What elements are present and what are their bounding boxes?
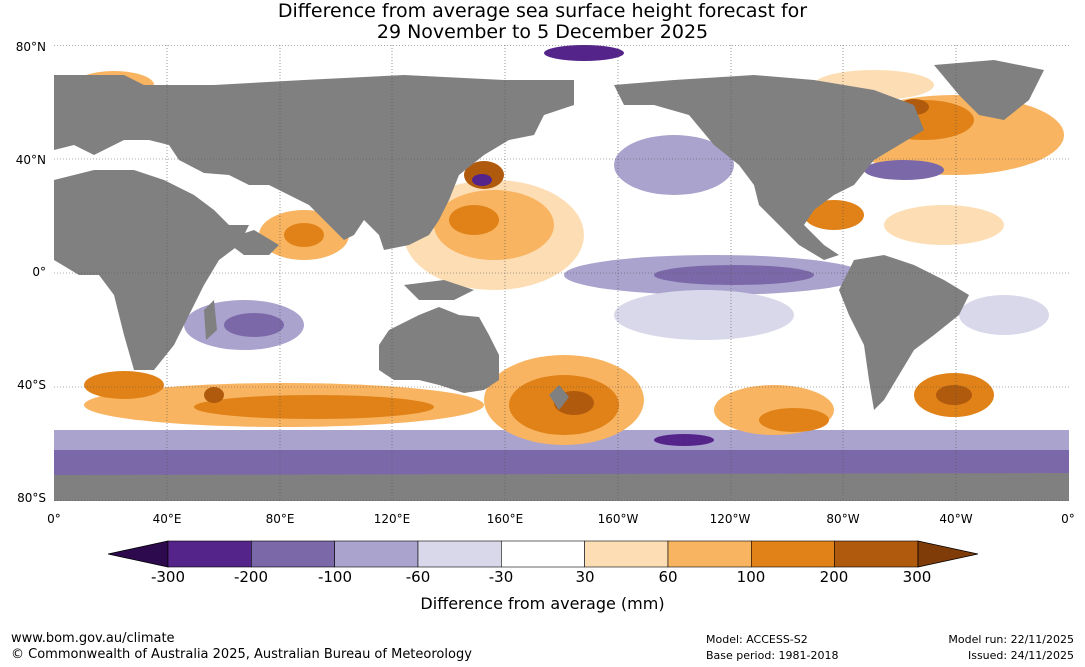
colorbar-segment — [334, 540, 419, 568]
colorbar-tick-60: 60 — [658, 568, 678, 586]
colorbar-segment — [501, 540, 585, 568]
kuroshio-negative-eddy — [472, 174, 492, 186]
colorbar-segment — [251, 540, 335, 568]
colorbar-tick-neg100: -100 — [317, 568, 353, 586]
colorbar-segment — [667, 540, 752, 568]
west-pacific-core — [449, 205, 499, 235]
africa — [54, 170, 249, 370]
lon-label-40w: 40°W — [939, 512, 973, 526]
chart-title-line1: Difference from average sea surface heig… — [277, 0, 808, 22]
colorbar-segment — [584, 540, 669, 568]
lon-label-80w: 80°W — [826, 512, 860, 526]
lon-label-80e: 80°E — [265, 512, 295, 526]
footer-copyright: © Commonwealth of Australia 2025, Austra… — [11, 647, 472, 662]
lon-label-120e: 120°E — [373, 512, 411, 526]
north-america — [614, 75, 924, 260]
colorbar-extend-high — [917, 540, 978, 568]
south-atlantic-weak-negative — [959, 295, 1049, 335]
colorbar-extend-low — [108, 540, 169, 568]
positive-core-south-africa — [204, 387, 224, 403]
eurasia — [54, 75, 574, 250]
footer-website: www.bom.gov.au/climate — [11, 631, 175, 646]
colorbar-label: Difference from average (mm) — [420, 594, 665, 613]
colorbar-tick-neg30: -30 — [488, 568, 514, 586]
arctic-negative — [544, 45, 624, 61]
south-equatorial-pacific-weak-negative — [614, 290, 794, 340]
new-zealand — [549, 385, 569, 410]
footer-model: Model: ACCESS-S2 — [706, 633, 808, 646]
colorbar-tick-30: 30 — [575, 568, 595, 586]
footer-issued: Issued: 24/11/2025 — [967, 649, 1074, 662]
north-pacific-negative — [614, 135, 734, 195]
south-america — [839, 255, 969, 410]
colorbar-tick-neg300: -300 — [150, 568, 186, 586]
colorbar-segment — [167, 540, 252, 568]
colorbar-tick-200: 200 — [819, 568, 849, 586]
colorbar-segment — [417, 540, 502, 568]
lon-label-40e: 40°E — [152, 512, 182, 526]
indian-ocean-negative-core — [224, 313, 284, 337]
colorbar-tick-neg200: -200 — [233, 568, 269, 586]
south-atlantic-west-core — [936, 385, 972, 405]
arabian-sea-core — [284, 223, 324, 247]
chart-title-line2: 29 November to 5 December 2025 — [376, 21, 709, 43]
negative-core-south-pacific — [654, 434, 714, 446]
graticule — [54, 45, 1069, 501]
colorbar-tick-100: 100 — [736, 568, 766, 586]
colorbar-segment — [751, 540, 835, 568]
south-indian-positive-core — [194, 395, 434, 419]
colorbar-tick-300: 300 — [902, 568, 932, 586]
lon-label-120w: 120°W — [709, 512, 751, 526]
lat-label-80s: 80°S — [17, 491, 46, 505]
colorbar-segment — [834, 540, 919, 568]
equatorial-pacific-negative-core — [654, 265, 814, 285]
lat-label-80n: 80°N — [15, 40, 46, 54]
lat-label-40s: 40°S — [17, 378, 46, 392]
gulf-of-mexico-positive — [804, 200, 864, 230]
madagascar — [204, 300, 217, 340]
lat-label-0: 0° — [32, 265, 46, 279]
south-atlantic-east-positive — [84, 371, 164, 399]
australia — [379, 307, 499, 393]
gulf-stream-negative — [864, 160, 944, 180]
south-pacific-east-core — [759, 408, 829, 432]
greenland — [934, 60, 1044, 120]
tropical-atlantic-positive — [884, 205, 1004, 245]
lon-label-0-right: 0° — [1061, 512, 1075, 526]
lat-label-40n: 40°N — [15, 153, 46, 167]
footer-base-period: Base period: 1981-2018 — [706, 649, 839, 662]
landmasses — [54, 60, 1069, 501]
lon-label-160e: 160°E — [486, 512, 524, 526]
sea-surface-height-map — [54, 45, 1069, 501]
colorbar-tick-neg60: -60 — [405, 568, 431, 586]
arabia — [224, 230, 279, 255]
maritime-continent — [404, 280, 474, 300]
colorbar — [108, 540, 978, 568]
lon-label-160w: 160°W — [597, 512, 639, 526]
colorbar-segments — [108, 540, 978, 568]
lon-label-0: 0° — [47, 512, 61, 526]
antarctica — [54, 473, 1069, 501]
footer-model-run: Model run: 22/11/2025 — [948, 633, 1074, 646]
